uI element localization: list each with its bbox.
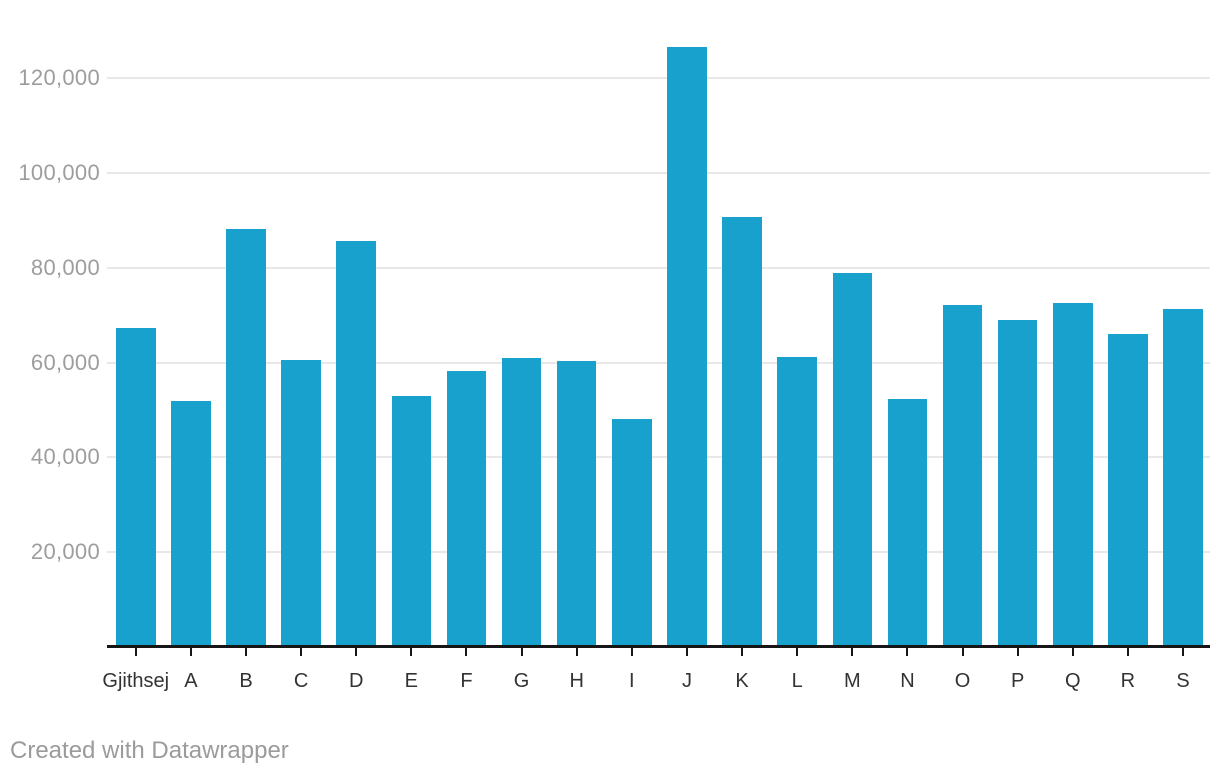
x-tick-label: O (954, 670, 971, 692)
bar-r[interactable] (1108, 333, 1148, 647)
x-tick (134, 648, 137, 656)
bar-a[interactable] (171, 400, 211, 647)
bar-c[interactable] (281, 359, 321, 647)
bar-d[interactable] (336, 240, 376, 647)
bar-h[interactable] (556, 360, 597, 647)
y-tick-label: 40,000 (30, 444, 100, 470)
bar-i[interactable] (612, 419, 652, 647)
gridline-40000 (107, 456, 1210, 459)
x-tick-label: N (900, 670, 915, 692)
bar-e[interactable] (391, 395, 432, 647)
x-tick-label: K (735, 670, 749, 692)
bar-l[interactable] (777, 357, 817, 647)
x-tick-label: L (791, 670, 803, 692)
bar-g[interactable] (501, 357, 542, 647)
x-tick-label: P (1010, 670, 1025, 692)
x-tick-label: R (1120, 670, 1136, 692)
bar-m[interactable] (832, 273, 873, 647)
x-tick (410, 648, 413, 656)
bar-s[interactable] (1163, 308, 1203, 647)
x-tick (300, 648, 303, 656)
x-tick-label: A (184, 670, 198, 692)
x-tick (1126, 648, 1129, 656)
gridline-60000 (107, 361, 1210, 364)
x-tick (575, 648, 578, 656)
gridline-120000 (107, 77, 1210, 80)
bar-j[interactable] (667, 47, 707, 647)
y-tick-label: 80,000 (30, 254, 100, 280)
x-tick (796, 648, 799, 656)
x-tick-label: Gjithsej (102, 670, 170, 692)
y-tick-label: 100,000 (18, 160, 100, 186)
bar-q[interactable] (1053, 303, 1093, 647)
x-tick (906, 648, 909, 656)
y-tick-label: 60,000 (30, 349, 100, 375)
x-tick (685, 648, 688, 656)
x-tick (244, 648, 247, 656)
x-tick (465, 648, 468, 656)
x-tick (520, 648, 523, 656)
x-tick-label: F (460, 670, 473, 692)
x-tick (355, 648, 358, 656)
gridline-100000 (107, 172, 1210, 175)
bar-gjithsej[interactable] (116, 328, 156, 647)
x-axis-line (107, 645, 1210, 648)
x-tick (851, 648, 854, 656)
x-tick-label: S (1176, 670, 1190, 692)
x-tick-label: J (681, 670, 692, 692)
x-tick-label: I (629, 670, 635, 692)
x-tick (1016, 648, 1019, 656)
x-tick-label: B (239, 670, 253, 692)
x-tick (1182, 648, 1185, 656)
x-tick (630, 648, 633, 656)
x-tick-label: G (513, 670, 530, 692)
bar-p[interactable] (997, 319, 1038, 647)
x-tick-label: H (569, 670, 584, 692)
y-tick-label: 120,000 (18, 65, 100, 91)
gridline-80000 (107, 266, 1210, 269)
bar-n[interactable] (887, 398, 928, 647)
bar-b[interactable] (226, 228, 266, 647)
bar-f[interactable] (446, 371, 487, 647)
x-tick (741, 648, 744, 656)
x-tick (189, 648, 192, 656)
x-tick-label: C (293, 670, 309, 692)
gridline-20000 (107, 551, 1210, 554)
bar-o[interactable] (942, 304, 983, 647)
x-tick (1071, 648, 1074, 656)
x-tick-label: Q (1065, 670, 1081, 692)
x-tick-label: M (843, 670, 861, 692)
x-tick-label: E (404, 670, 419, 692)
bar-k[interactable] (722, 216, 762, 647)
datawrapper-attribution-link[interactable]: Created with Datawrapper (10, 737, 289, 764)
y-tick-label: 20,000 (30, 539, 100, 565)
x-tick (961, 648, 964, 656)
x-tick-label: D (348, 670, 364, 692)
